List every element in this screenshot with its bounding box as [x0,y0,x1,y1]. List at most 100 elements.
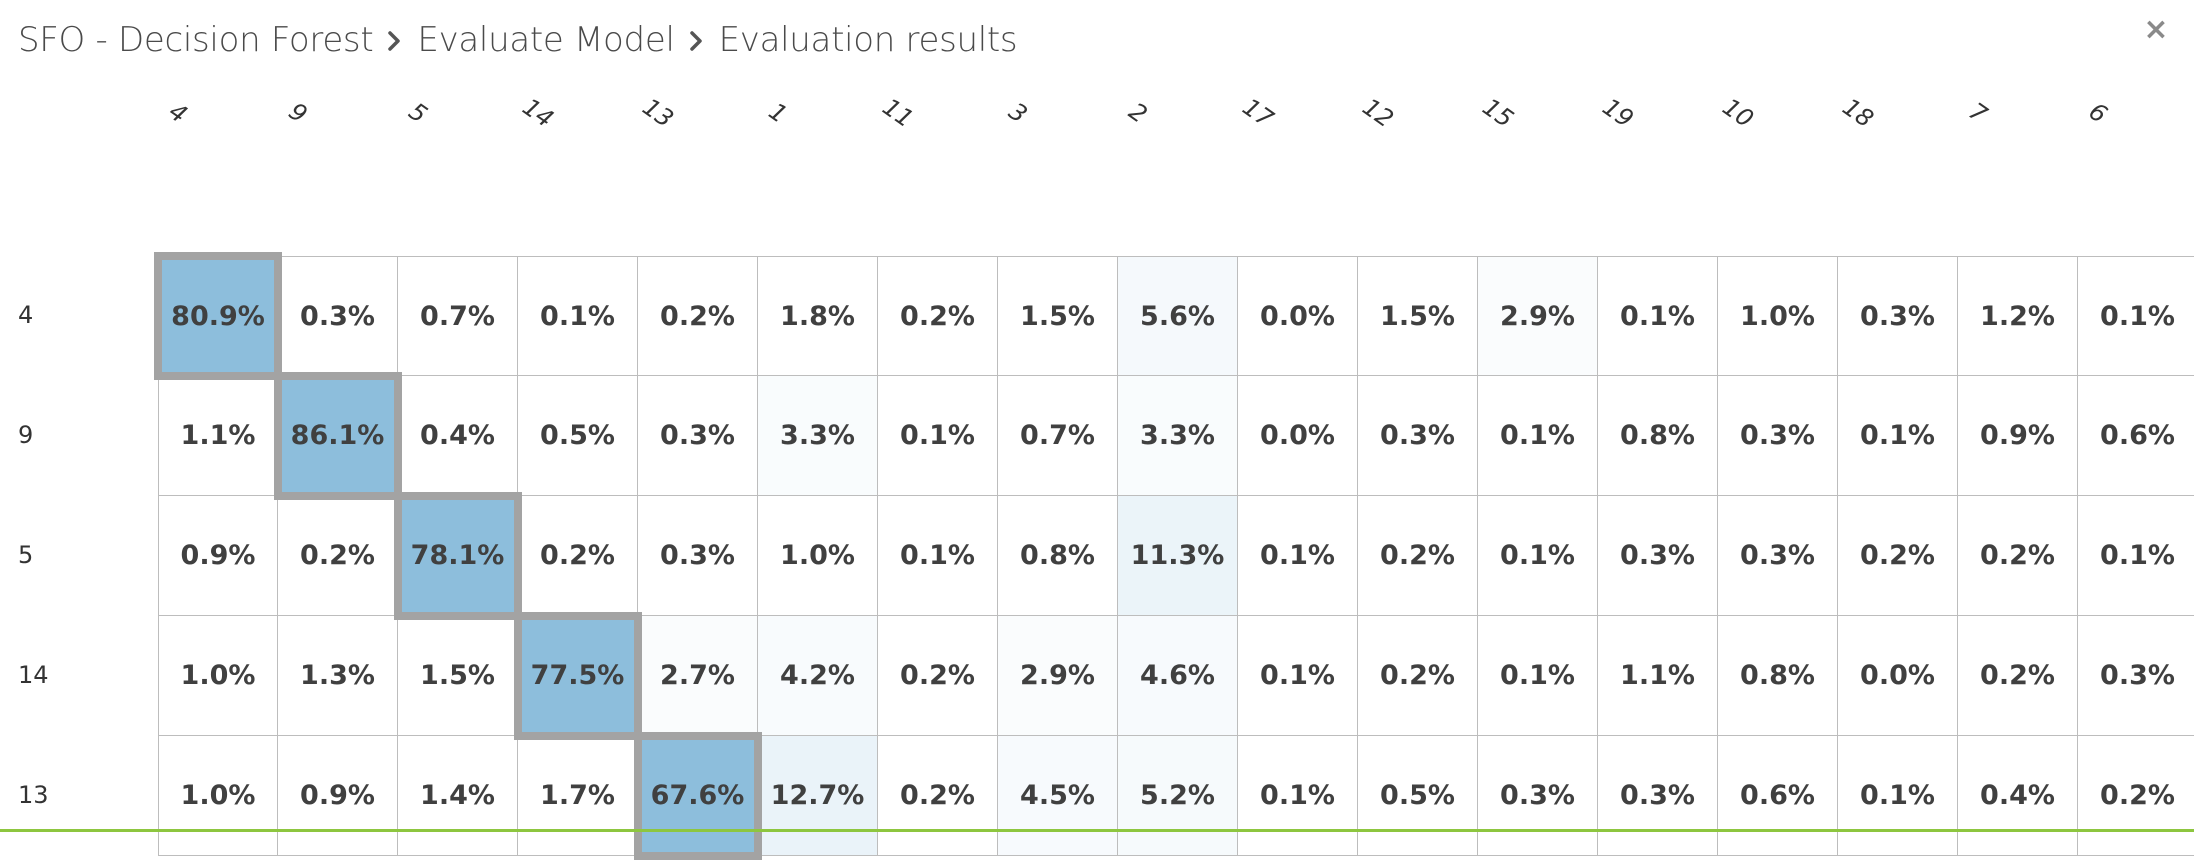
column-label: 3 [1003,97,1033,129]
column-label: 7 [1963,97,1993,129]
matrix-cell: 0.3% [1718,376,1838,496]
matrix-cell: 1.5% [998,256,1118,376]
matrix-cell: 0.1% [1238,496,1358,616]
matrix-cell-diagonal: 67.6% [638,736,758,856]
matrix-cell: 0.1% [1478,616,1598,736]
matrix-cell: 0.4% [398,376,518,496]
matrix-cell: 0.3% [278,256,398,376]
matrix-cell: 1.2% [1958,256,2078,376]
matrix-cell: 0.3% [1598,496,1718,616]
matrix-cell: 0.7% [998,376,1118,496]
row-label: 5 [18,541,34,569]
matrix-cell: 0.7% [398,256,518,376]
matrix-cell: 1.0% [758,496,878,616]
matrix-cell: 0.2% [1358,616,1478,736]
matrix-cell: 0.2% [2078,736,2194,856]
matrix-cell: 0.9% [158,496,278,616]
close-icon[interactable]: × [2143,12,2169,47]
matrix-cell: 0.1% [1838,736,1958,856]
matrix-cell: 2.9% [998,616,1118,736]
column-label: 13 [637,92,679,134]
column-label: 18 [1837,92,1879,134]
matrix-cell: 5.2% [1118,736,1238,856]
matrix-cell: 0.3% [1358,376,1478,496]
row-label: 4 [18,301,34,329]
matrix-cell: 1.0% [158,616,278,736]
breadcrumb: SFO - Decision Forest Evaluate Model Eva… [18,16,1018,64]
matrix-cell: 0.3% [1718,496,1838,616]
matrix-cell: 0.8% [998,496,1118,616]
matrix-cell: 2.9% [1478,256,1598,376]
matrix-cell: 0.2% [1838,496,1958,616]
column-label: 19 [1597,92,1639,134]
matrix-cell: 0.4% [1958,736,2078,856]
chevron-right-icon [388,31,401,51]
column-label: 14 [517,92,559,134]
bottom-divider [0,829,2194,832]
matrix-cell: 3.3% [758,376,878,496]
column-label: 6 [2083,97,2113,129]
matrix-cell: 0.1% [1598,256,1718,376]
matrix-cell: 0.0% [1238,256,1358,376]
row-label: 13 [18,781,49,809]
matrix-cell: 0.3% [1838,256,1958,376]
matrix-cell: 0.2% [1958,496,2078,616]
column-label: 15 [1477,92,1519,134]
column-label: 1 [763,97,793,129]
matrix-cell: 0.3% [1598,736,1718,856]
matrix-cell: 1.0% [1718,256,1838,376]
matrix-cell: 1.1% [1598,616,1718,736]
matrix-cell-diagonal: 80.9% [158,256,278,376]
matrix-cell: 0.1% [1238,616,1358,736]
matrix-cell-diagonal: 86.1% [278,376,398,496]
matrix-cell: 0.8% [1598,376,1718,496]
matrix-cell: 0.3% [638,376,758,496]
matrix-cell: 1.4% [398,736,518,856]
matrix-cell: 0.0% [1238,376,1358,496]
column-label: 12 [1357,92,1399,134]
matrix-cell: 5.6% [1118,256,1238,376]
breadcrumb-item-current: Evaluation results [718,20,1018,60]
matrix-cell-diagonal: 78.1% [398,496,518,616]
matrix-cell: 0.2% [278,496,398,616]
column-label: 9 [283,97,313,129]
matrix-cell: 1.3% [278,616,398,736]
matrix-cell: 0.1% [518,256,638,376]
breadcrumb-item-module[interactable]: Evaluate Model [417,20,675,60]
matrix-cell: 0.5% [1358,736,1478,856]
matrix-cell: 0.2% [878,256,998,376]
chevron-right-icon [689,31,702,51]
matrix-cell: 0.1% [2078,496,2194,616]
matrix-cell: 0.1% [1478,496,1598,616]
matrix-cell: 0.1% [1478,376,1598,496]
matrix-cell: 0.1% [878,376,998,496]
matrix-cell: 12.7% [758,736,878,856]
matrix-cell: 0.9% [278,736,398,856]
matrix-cell: 1.8% [758,256,878,376]
matrix-cell: 1.1% [158,376,278,496]
matrix-cell: 0.3% [1478,736,1598,856]
row-label: 14 [18,661,49,689]
matrix-cell: 0.2% [878,736,998,856]
column-label: 10 [1717,92,1759,134]
breadcrumb-item-experiment[interactable]: SFO - Decision Forest [18,20,374,60]
matrix-cell: 0.5% [518,376,638,496]
matrix-cell: 0.2% [1958,616,2078,736]
column-label: 5 [403,97,433,129]
matrix-cell: 0.6% [1718,736,1838,856]
matrix-cell: 1.5% [1358,256,1478,376]
matrix-cell: 1.7% [518,736,638,856]
matrix-cell: 1.0% [158,736,278,856]
column-label: 11 [877,92,919,134]
matrix-cell: 0.1% [1238,736,1358,856]
matrix-cell: 0.3% [2078,616,2194,736]
row-label: 9 [18,421,34,449]
matrix-cell: 1.5% [398,616,518,736]
column-label: 17 [1237,92,1279,134]
matrix-cell: 0.6% [2078,376,2194,496]
matrix-cell: 0.2% [1358,496,1478,616]
matrix-cell: 0.1% [878,496,998,616]
matrix-cell: 11.3% [1118,496,1238,616]
matrix-cell: 2.7% [638,616,758,736]
matrix-cell: 0.8% [1718,616,1838,736]
